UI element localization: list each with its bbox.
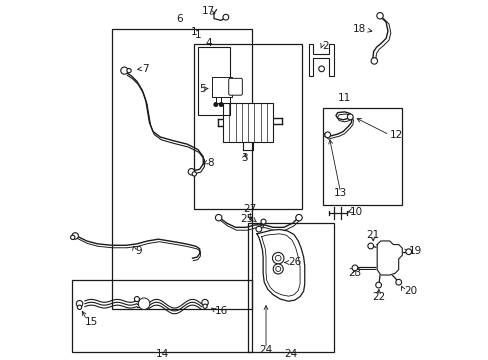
Bar [198, 47, 230, 116]
Circle shape [219, 103, 223, 106]
Text: 26: 26 [287, 257, 301, 267]
Circle shape [324, 132, 330, 138]
Circle shape [188, 168, 194, 175]
Text: 25: 25 [240, 215, 253, 224]
Text: 13: 13 [333, 188, 346, 198]
Circle shape [138, 298, 149, 310]
Circle shape [214, 103, 217, 106]
Text: 10: 10 [349, 207, 363, 217]
Circle shape [273, 264, 283, 274]
Text: 27: 27 [243, 204, 256, 214]
Circle shape [275, 266, 280, 271]
Text: 7: 7 [142, 64, 149, 74]
Text: 24: 24 [284, 348, 297, 359]
Bar [247, 223, 333, 352]
Bar [194, 44, 301, 209]
Circle shape [346, 114, 352, 120]
Circle shape [370, 58, 377, 64]
Circle shape [126, 68, 131, 73]
Circle shape [134, 297, 139, 302]
Circle shape [351, 265, 357, 271]
Text: 3: 3 [241, 153, 247, 163]
Text: 2: 2 [322, 41, 328, 50]
Circle shape [375, 282, 381, 288]
FancyBboxPatch shape [228, 78, 242, 95]
Circle shape [202, 300, 208, 306]
Text: 20: 20 [403, 286, 416, 296]
Text: 18: 18 [352, 24, 366, 35]
Text: 19: 19 [408, 246, 421, 256]
Text: 11: 11 [338, 93, 351, 103]
Text: 24: 24 [259, 345, 272, 355]
Circle shape [261, 219, 265, 224]
Circle shape [223, 14, 228, 20]
Bar [112, 30, 251, 309]
Circle shape [376, 13, 383, 19]
Text: 22: 22 [371, 292, 384, 302]
Text: 6: 6 [176, 14, 183, 24]
Text: 12: 12 [389, 130, 403, 140]
Polygon shape [257, 229, 304, 301]
Circle shape [70, 235, 75, 239]
Text: 21: 21 [366, 230, 379, 239]
Circle shape [192, 172, 196, 176]
Circle shape [76, 301, 82, 307]
Circle shape [395, 279, 401, 285]
Circle shape [121, 67, 128, 74]
Bar [212, 77, 231, 96]
Bar [72, 280, 251, 352]
Circle shape [77, 305, 81, 310]
Circle shape [215, 215, 222, 221]
Text: 1: 1 [195, 30, 201, 40]
Text: 16: 16 [215, 306, 228, 316]
Text: 23: 23 [347, 268, 360, 278]
Text: 5: 5 [199, 84, 206, 94]
Bar [323, 108, 402, 205]
Circle shape [405, 249, 411, 255]
Circle shape [203, 304, 207, 309]
Bar [223, 103, 273, 142]
Text: 9: 9 [135, 246, 142, 256]
Circle shape [272, 252, 284, 264]
Text: 15: 15 [85, 317, 98, 327]
Polygon shape [308, 44, 333, 76]
Polygon shape [376, 241, 402, 275]
Circle shape [295, 215, 302, 221]
Text: 14: 14 [155, 348, 168, 359]
Circle shape [72, 233, 78, 239]
Text: 1: 1 [191, 27, 197, 37]
Text: 17: 17 [202, 6, 215, 17]
Circle shape [275, 255, 281, 261]
Circle shape [318, 66, 324, 72]
Circle shape [367, 243, 373, 249]
Text: 4: 4 [204, 38, 211, 48]
Circle shape [255, 226, 261, 232]
Text: 8: 8 [206, 158, 213, 168]
